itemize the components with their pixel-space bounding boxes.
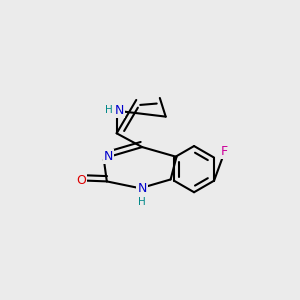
Text: O: O [76, 174, 86, 187]
Text: N: N [104, 150, 113, 164]
Text: N: N [137, 182, 147, 195]
Text: F: F [221, 146, 228, 158]
Text: N: N [114, 104, 124, 117]
Text: H: H [138, 197, 146, 207]
Text: H: H [104, 105, 112, 116]
